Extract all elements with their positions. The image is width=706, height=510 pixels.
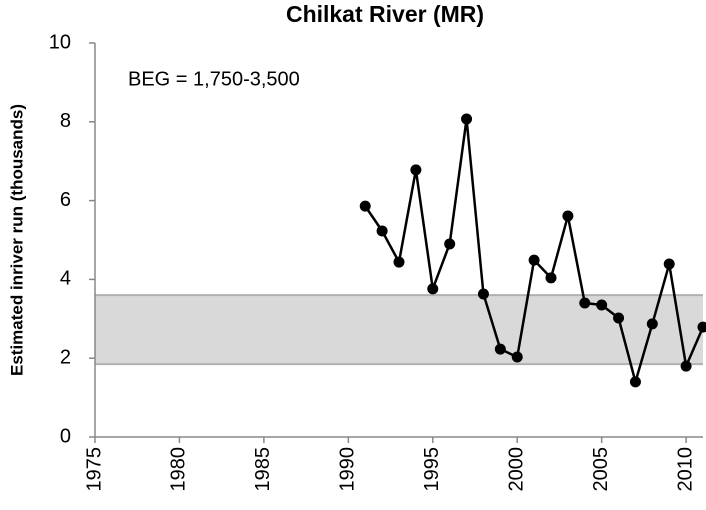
- data-point: [697, 321, 706, 333]
- data-point: [562, 210, 574, 222]
- y-tick-label: 4: [60, 268, 71, 290]
- x-tick-label: 1995: [421, 447, 443, 492]
- annotation: BEG = 1,750-3,500: [128, 68, 300, 90]
- y-axis-label: Estimated inriver run (thousands): [7, 104, 26, 376]
- x-tick-label: 1990: [337, 447, 359, 492]
- data-point: [646, 318, 658, 330]
- y-tick-label: 2: [60, 346, 71, 368]
- y-tick-label: 0: [60, 425, 71, 447]
- data-point: [494, 343, 506, 355]
- y-tick-label: 8: [60, 110, 71, 132]
- y-tick-label: 10: [49, 31, 71, 53]
- data-point: [680, 360, 692, 372]
- data-point: [596, 299, 608, 311]
- data-point: [410, 164, 422, 176]
- data-point: [359, 200, 371, 212]
- x-tick-label: 1975: [83, 447, 105, 492]
- x-tick-label: 1985: [252, 447, 274, 492]
- data-point: [545, 272, 557, 284]
- data-point: [427, 283, 439, 295]
- data-point: [579, 297, 591, 309]
- y-tick-label: 6: [60, 189, 71, 211]
- goal-band: [95, 295, 703, 365]
- chart-title: Chilkat River (MR): [286, 1, 484, 27]
- data-point: [376, 225, 388, 237]
- x-tick-label: 2010: [674, 447, 696, 492]
- data-point: [613, 312, 625, 324]
- data-point: [393, 256, 405, 268]
- x-tick-label: 2000: [506, 447, 528, 492]
- data-point: [477, 288, 489, 300]
- data-point: [461, 113, 473, 125]
- x-tick-label: 2005: [590, 447, 612, 492]
- data-point: [444, 238, 456, 250]
- data-point: [629, 376, 641, 388]
- data-point: [528, 254, 540, 266]
- x-tick-label: 1980: [168, 447, 190, 492]
- data-point: [663, 258, 675, 270]
- data-point: [511, 351, 523, 363]
